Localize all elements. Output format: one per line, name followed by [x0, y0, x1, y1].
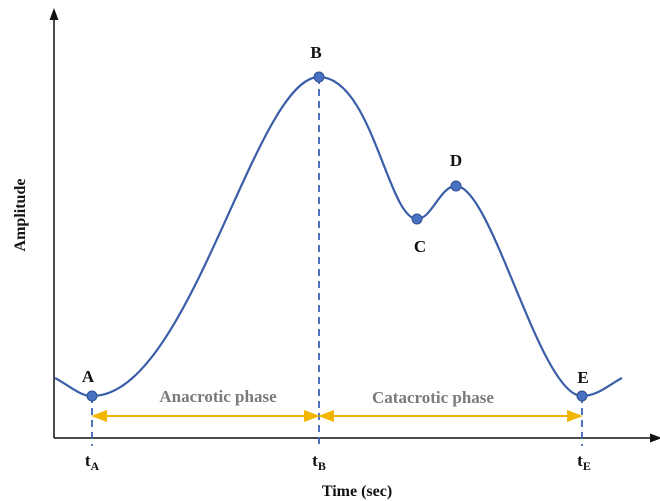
point [576, 390, 588, 402]
time-base: t [312, 451, 318, 470]
point-label: B [310, 43, 321, 62]
point [86, 390, 98, 402]
waveform [54, 75, 623, 398]
point-label: C [414, 237, 426, 256]
y-axis-label: Amplitude [12, 179, 29, 252]
time-sub: A [91, 459, 100, 473]
time-label: tB [312, 451, 326, 473]
time-label: tA [85, 451, 100, 473]
points [86, 71, 588, 402]
phase-label: Catacrotic phase [372, 388, 494, 407]
point [313, 71, 325, 83]
time-base: t [85, 451, 91, 470]
time-sub: B [318, 459, 326, 473]
point-label: E [577, 368, 588, 387]
point-label: D [450, 151, 462, 170]
time-label: tE [577, 451, 591, 473]
point [411, 213, 423, 225]
x-axis-label: Time (sec) [322, 483, 392, 500]
point [450, 180, 462, 192]
phase-label: Anacrotic phase [159, 387, 277, 406]
point-label: A [82, 367, 95, 386]
time-sub: E [583, 459, 591, 473]
time-base: t [577, 451, 583, 470]
